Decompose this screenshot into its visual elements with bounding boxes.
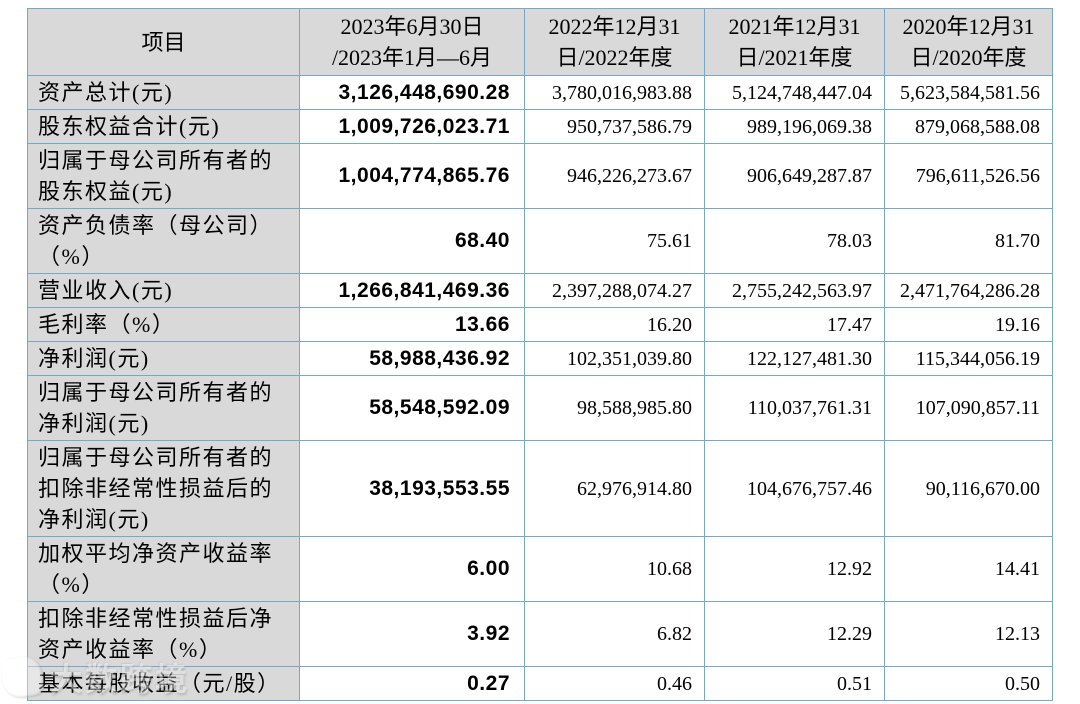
row-label: 归属于母公司所有者的扣除非经常性损益后的净利润(元) [27,440,300,537]
row-label: 扣除非经常性损益后净资产收益率（%） [27,601,300,667]
value-annual: 12.13 [884,601,1053,667]
header-row: 项目 2023年6月30日 /2023年1月—6月 2022年12月31 日/2… [27,8,1053,76]
table-row: 毛利率（%） 13.66 16.20 17.47 19.16 [27,307,1053,342]
header-period-2021: 2021年12月31 日/2021年度 [704,8,885,76]
value-annual: 2,397,288,074.27 [524,273,705,308]
value-annual: 879,068,588.08 [884,109,1053,144]
value-2023-period: 58,988,436.92 [299,341,525,376]
table-header: 项目 2023年6月30日 /2023年1月—6月 2022年12月31 日/2… [27,8,1053,76]
value-annual: 0.46 [524,666,705,701]
table-row: 加权平均净资产收益率（%） 6.00 10.68 12.92 14.41 [27,536,1053,602]
row-label: 毛利率（%） [27,307,300,342]
value-annual: 12.29 [704,601,885,667]
value-annual: 104,676,757.46 [704,440,885,537]
table-row: 基本每股收益（元/股） 0.27 0.46 0.51 0.50 [27,666,1053,701]
value-annual: 989,196,069.38 [704,109,885,144]
value-annual: 796,611,526.56 [884,143,1053,209]
value-annual: 2,471,764,286.28 [884,273,1053,308]
row-label: 归属于母公司所有者的净利润(元) [27,375,300,441]
value-annual: 906,649,287.87 [704,143,885,209]
value-annual: 17.47 [704,307,885,342]
row-label: 净利润(元) [27,341,300,376]
row-label: 加权平均净资产收益率（%） [27,536,300,602]
value-annual: 75.61 [524,208,705,274]
value-annual: 115,344,056.19 [884,341,1053,376]
value-2023-period: 1,009,726,023.71 [299,109,525,144]
value-annual: 90,116,670.00 [884,440,1053,537]
value-annual: 110,037,761.31 [704,375,885,441]
value-2023-period: 3,126,448,690.28 [299,75,525,110]
row-label: 营业收入(元) [27,273,300,308]
value-annual: 2,755,242,563.97 [704,273,885,308]
value-annual: 19.16 [884,307,1053,342]
table-row: 归属于母公司所有者的股东权益(元) 1,004,774,865.76 946,226… [27,143,1053,209]
value-annual: 107,090,857.11 [884,375,1053,441]
value-annual: 102,351,039.80 [524,341,705,376]
value-annual: 98,588,985.80 [524,375,705,441]
value-annual: 5,124,748,447.04 [704,75,885,110]
financial-indicators-table: 项目 2023年6月30日 /2023年1月—6月 2022年12月31 日/2… [27,8,1053,701]
value-annual: 10.68 [524,536,705,602]
value-annual: 950,737,586.79 [524,109,705,144]
table-body: 资产总计(元) 3,126,448,690.28 3,780,016,983.88 5… [27,75,1053,701]
value-2023-period: 38,193,553.55 [299,440,525,537]
value-2023-period: 6.00 [299,536,525,602]
value-annual: 62,976,914.80 [524,440,705,537]
row-label: 资产总计(元) [27,75,300,110]
value-annual: 122,127,481.30 [704,341,885,376]
value-annual: 16.20 [524,307,705,342]
value-annual: 81.70 [884,208,1053,274]
header-item-column: 项目 [27,8,300,76]
value-2023-period: 13.66 [299,307,525,342]
value-2023-period: 1,004,774,865.76 [299,143,525,209]
value-annual: 14.41 [884,536,1053,602]
header-period-2022: 2022年12月31 日/2022年度 [524,8,705,76]
table-row: 归属于母公司所有者的净利润(元) 58,548,592.09 98,588,985.… [27,375,1053,441]
row-label: 归属于母公司所有者的股东权益(元) [27,143,300,209]
row-label: 基本每股收益（元/股） [27,666,300,701]
row-label: 资产负债率（母公司）（%） [27,208,300,274]
value-annual: 5,623,584,581.56 [884,75,1053,110]
table-row: 股东权益合计(元) 1,009,726,023.71 950,737,586.79 9… [27,109,1053,144]
value-2023-period: 58,548,592.09 [299,375,525,441]
value-annual: 3,780,016,983.88 [524,75,705,110]
table-row: 净利润(元) 58,988,436.92 102,351,039.80 122,127… [27,341,1053,376]
value-annual: 12.92 [704,536,885,602]
table-row: 资产总计(元) 3,126,448,690.28 3,780,016,983.88 5… [27,75,1053,110]
value-annual: 78.03 [704,208,885,274]
table-row: 归属于母公司所有者的扣除非经常性损益后的净利润(元) 38,193,553.55 6… [27,440,1053,537]
header-period-2020: 2020年12月31 日/2020年度 [884,8,1053,76]
value-annual: 6.82 [524,601,705,667]
value-annual: 0.50 [884,666,1053,701]
value-annual: 0.51 [704,666,885,701]
table-row: 资产负债率（母公司）（%） 68.40 75.61 78.03 81.70 [27,208,1053,274]
value-2023-period: 68.40 [299,208,525,274]
row-label: 股东权益合计(元) [27,109,300,144]
table-row: 扣除非经常性损益后净资产收益率（%） 3.92 6.82 12.29 12.13 [27,601,1053,667]
header-period-2023: 2023年6月30日 /2023年1月—6月 [299,8,525,76]
value-2023-period: 1,266,841,469.36 [299,273,525,308]
value-annual: 946,226,273.67 [524,143,705,209]
value-2023-period: 0.27 [299,666,525,701]
value-2023-period: 3.92 [299,601,525,667]
table-row: 营业收入(元) 1,266,841,469.36 2,397,288,074.27 2… [27,273,1053,308]
